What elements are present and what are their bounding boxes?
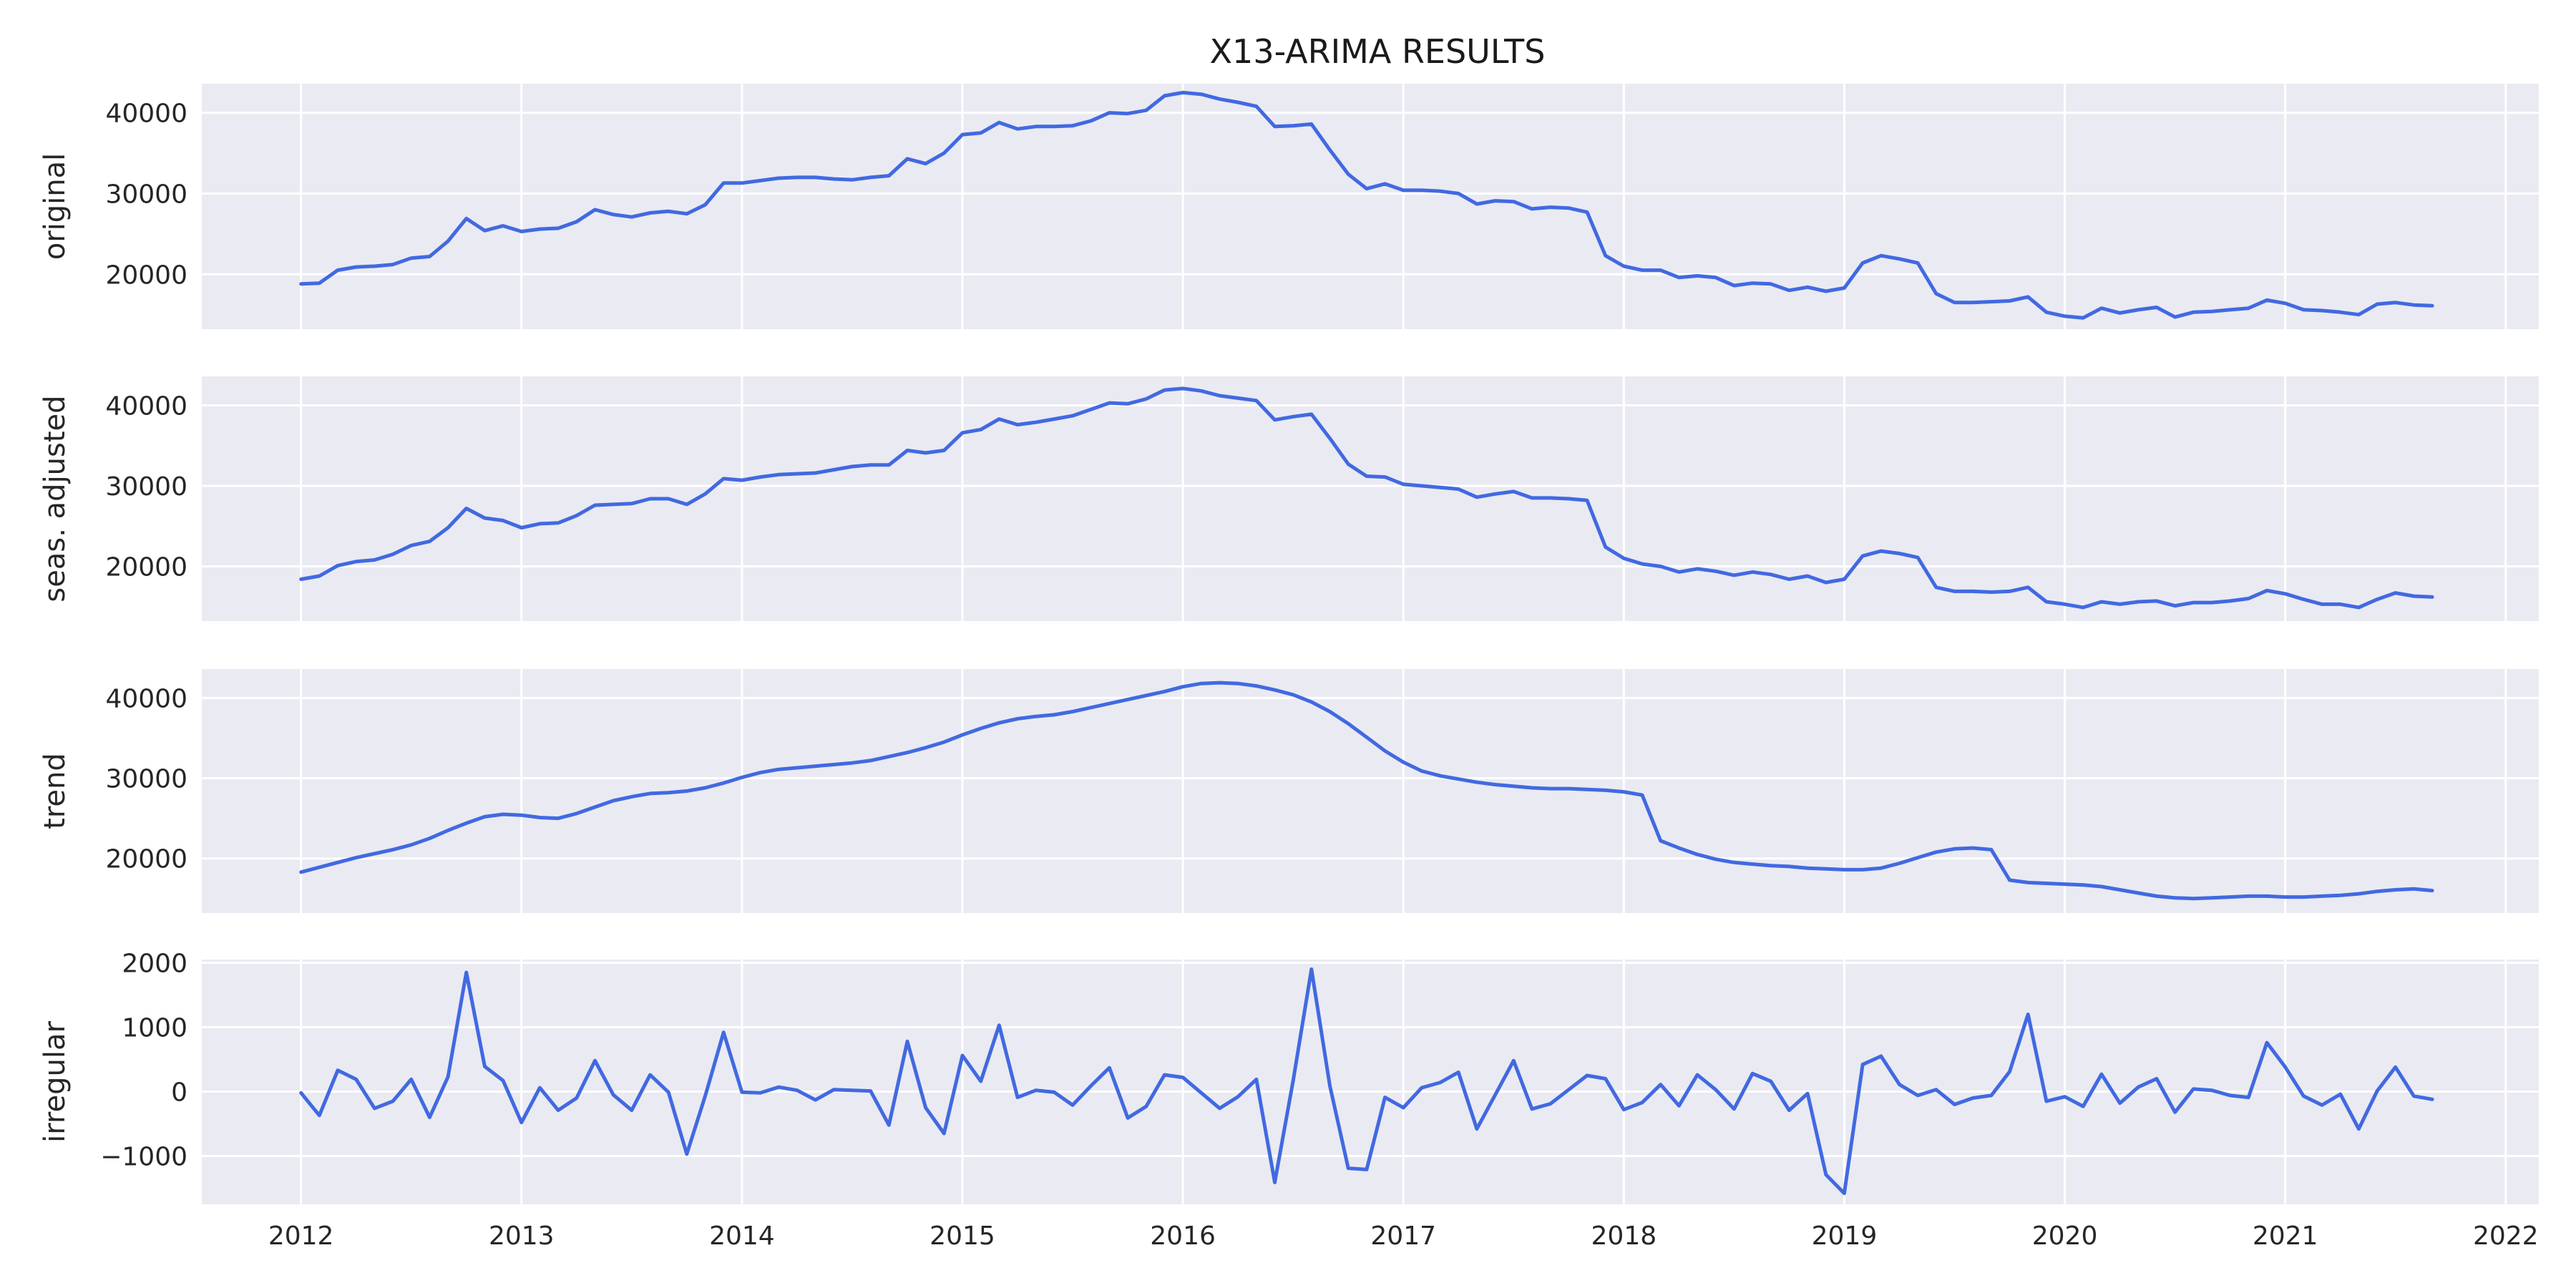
x-tick-label: 2020 (2032, 1221, 2098, 1251)
x-tick-label: 2016 (1150, 1221, 1216, 1251)
x-tick-label: 2022 (2473, 1221, 2539, 1251)
x-tick-label: 2015 (930, 1221, 995, 1251)
y-tick-label: 0 (171, 1078, 187, 1108)
series-line-seas-adjusted (299, 386, 2434, 610)
y-tick-label: 20000 (105, 845, 187, 874)
x-tick-label: 2019 (1812, 1221, 1878, 1251)
y-tick-label: 2000 (122, 950, 187, 979)
y-tick-label: 20000 (105, 260, 187, 290)
y-axis-label: seas. adjusted (39, 395, 72, 602)
x-tick-label: 2013 (489, 1221, 555, 1251)
x-tick-label: 2012 (268, 1221, 334, 1251)
panel-1: 20000 30000 40000 original (39, 84, 2539, 329)
x-tick-label: 2014 (709, 1221, 775, 1251)
y-tick-label: 30000 (105, 765, 187, 794)
series-line-trend (299, 680, 2434, 901)
y-tick-label: 40000 (105, 99, 187, 129)
y-axis-label: irregular (39, 1021, 72, 1143)
y-axis-label: trend (39, 753, 72, 829)
y-tick-label: 40000 (105, 392, 187, 421)
panel-4: −1000 0 1000 2000 irregular (39, 950, 2539, 1204)
y-tick-label: 1000 (122, 1014, 187, 1043)
chart-panels: 200003000040000original200003000040000se… (39, 84, 2539, 1251)
chart-title: X13-ARIMA RESULTS (1210, 32, 1546, 71)
y-axis-label: original (39, 153, 72, 260)
y-tick-label: 30000 (105, 180, 187, 209)
panel-background (202, 669, 2539, 913)
series-line-original (299, 90, 2434, 320)
panel-2: 20000 30000 40000 seas. adjusted (39, 376, 2539, 621)
y-tick-label: 40000 (105, 684, 187, 713)
x-tick-label: 2017 (1370, 1221, 1436, 1251)
x-tick-label: 2018 (1591, 1221, 1657, 1251)
series-line-irregular (299, 967, 2434, 1196)
panel-background (202, 84, 2539, 329)
panel-background (202, 960, 2539, 1204)
x-tick-label: 2021 (2253, 1221, 2318, 1251)
y-tick-label: 20000 (105, 553, 187, 582)
panel-background (202, 376, 2539, 621)
y-tick-label: −1000 (100, 1143, 187, 1172)
y-tick-label: 30000 (105, 472, 187, 502)
panel-3: 20000 30000 40000 trend (39, 669, 2539, 913)
